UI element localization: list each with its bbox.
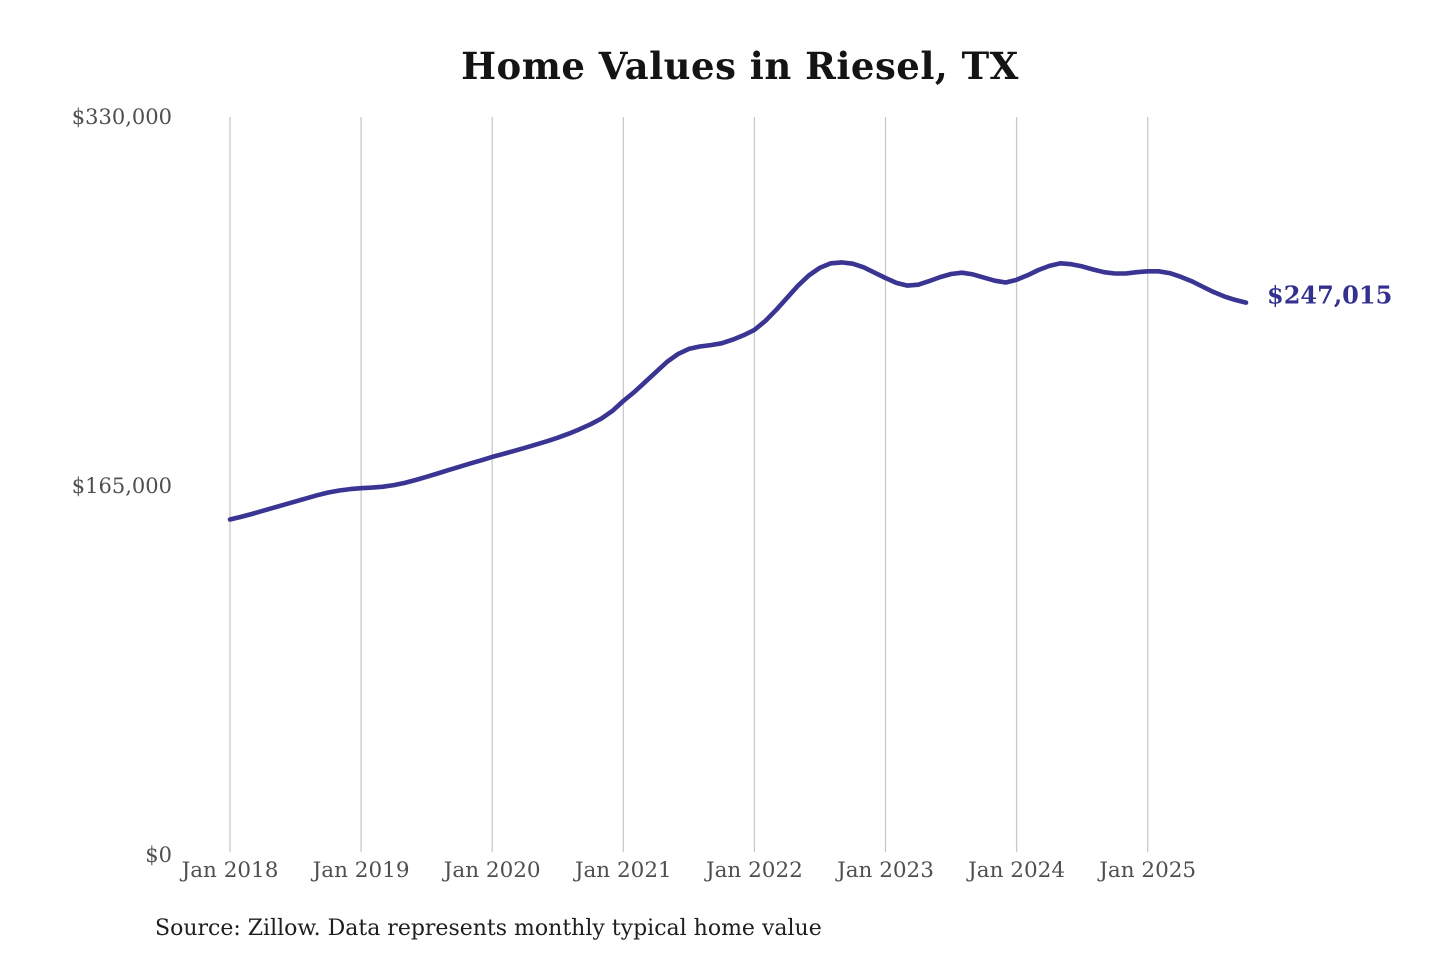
x-axis-tick-label: Jan 2020 bbox=[443, 858, 541, 883]
x-axis-tick-label: Jan 2021 bbox=[574, 858, 672, 883]
x-axis-tick-label: Jan 2023 bbox=[837, 858, 934, 883]
y-axis-tick-label: $0 bbox=[145, 843, 172, 867]
y-axis-tick-label: $330,000 bbox=[71, 105, 172, 129]
value-line bbox=[227, 260, 1249, 522]
x-axis-tick-label: Jan 2022 bbox=[705, 858, 803, 883]
x-axis-tick-label: Jan 2024 bbox=[968, 858, 1066, 883]
y-axis-tick-label: $165,000 bbox=[71, 474, 172, 498]
x-axis-tick-label: Jan 2019 bbox=[312, 858, 410, 883]
current-value-label: $247,015 bbox=[1267, 280, 1393, 310]
source-note: Source: Zillow. Data represents monthly … bbox=[155, 916, 822, 941]
gridlines bbox=[229, 117, 1149, 852]
x-axis-tick-label: Jan 2018 bbox=[181, 858, 279, 883]
x-axis-tick-label: Jan 2025 bbox=[1099, 858, 1197, 883]
chart-title: Home Values in Riesel, TX bbox=[461, 44, 1019, 88]
